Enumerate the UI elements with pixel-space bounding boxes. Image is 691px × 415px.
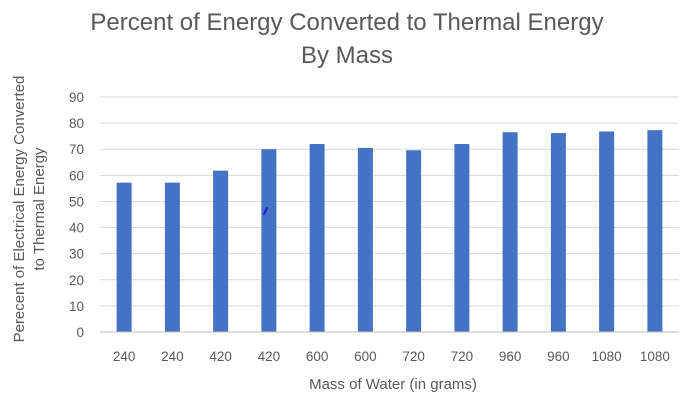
gridlines [100, 96, 679, 307]
y-tick-label: 20 [69, 273, 84, 288]
y-tick-label: 80 [69, 116, 84, 131]
x-tick-label: 1080 [640, 349, 670, 364]
y-tick-label: 40 [69, 221, 84, 236]
bar-10 [599, 131, 615, 332]
bars [116, 130, 663, 332]
x-tick-label: 1080 [592, 349, 622, 364]
x-tick-label: 600 [354, 349, 377, 364]
bar-11 [647, 130, 663, 332]
x-tick-label: 720 [402, 349, 425, 364]
y-tick-label: 10 [69, 299, 84, 314]
x-tick-label: 420 [209, 349, 232, 364]
chart-title-line-1: Percent of Energy Converted to Thermal E… [90, 9, 603, 36]
x-tick-label: 960 [547, 349, 570, 364]
x-tick-label: 960 [499, 349, 522, 364]
bar-6 [406, 150, 422, 332]
x-tick-label: 240 [113, 349, 136, 364]
bar-5 [357, 147, 373, 332]
y-tick-label: 0 [76, 325, 84, 340]
x-tick-label: 600 [306, 349, 329, 364]
x-axis-ticks: 240 240 420 420 600 600 720 720 960 960 1080 1080 [113, 349, 670, 364]
y-tick-label: 60 [69, 168, 84, 183]
stray-pen-mark [262, 206, 269, 216]
bar-0 [116, 182, 132, 332]
bar-2 [213, 170, 229, 332]
y-tick-label: 30 [69, 247, 84, 262]
y-tick-label: 90 [69, 90, 84, 105]
bar-3 [261, 149, 277, 332]
x-tick-label: 720 [451, 349, 474, 364]
y-axis-title-line-2: to Thermal Energy [31, 147, 48, 271]
x-tick-label: 420 [258, 349, 281, 364]
bar-1 [164, 182, 180, 332]
bar-8 [502, 132, 518, 332]
bar-4 [309, 144, 325, 332]
y-axis-title-line-1: Perecent of Electrical Energy Converted [11, 76, 28, 343]
y-axis-title: Perecent of Electrical Energy Converted … [11, 76, 48, 343]
y-tick-label: 70 [69, 142, 84, 157]
bar-9 [550, 133, 566, 332]
chart-title-line-2: By Mass [301, 42, 393, 69]
y-axis-ticks: 0 10 20 30 40 50 60 70 80 90 [69, 90, 84, 340]
bar-7 [454, 144, 470, 332]
x-axis-title: Mass of Water (in grams) [309, 376, 477, 393]
y-tick-label: 50 [69, 194, 84, 209]
x-tick-label: 240 [161, 349, 184, 364]
